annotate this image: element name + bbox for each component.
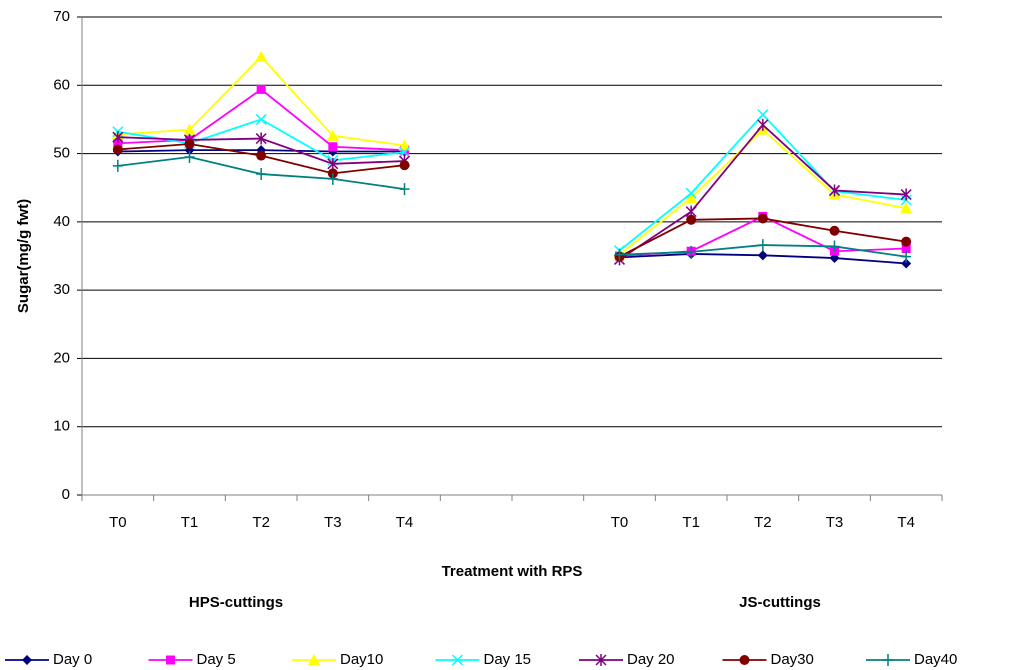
- group-label: HPS-cuttings: [189, 594, 283, 611]
- y-tick-label: 60: [53, 76, 70, 93]
- y-tick-label: 40: [53, 213, 70, 230]
- x-tick-label: T0: [611, 514, 629, 531]
- x-tick-label: T4: [897, 514, 915, 531]
- legend-marker: [308, 654, 320, 665]
- legend-label: Day30: [771, 651, 814, 668]
- series-line: [117, 113, 907, 252]
- point: [112, 159, 123, 172]
- series-line: [117, 143, 907, 258]
- series-line: [117, 55, 907, 256]
- group-label: JS-cuttings: [739, 594, 821, 611]
- series-line: [117, 88, 907, 257]
- point: [112, 144, 123, 155]
- point: [184, 150, 195, 163]
- point: [686, 245, 697, 258]
- point: [255, 113, 267, 125]
- point: [829, 253, 840, 264]
- legend-label: Day40: [914, 651, 957, 668]
- point: [757, 118, 769, 131]
- legend-label: Day 5: [197, 651, 236, 668]
- legend-marker: [595, 654, 607, 666]
- point: [757, 250, 768, 261]
- point: [757, 239, 768, 252]
- x-tick-label: T3: [826, 514, 844, 531]
- series-line: [117, 156, 907, 258]
- legend-label: Day10: [340, 651, 383, 668]
- point: [398, 139, 411, 151]
- y-tick-label: 50: [53, 145, 70, 162]
- point: [255, 50, 268, 62]
- point: [112, 131, 124, 144]
- point: [398, 146, 411, 158]
- x-tick-label: T1: [181, 514, 199, 531]
- legend-label: Day 15: [484, 651, 532, 668]
- point: [757, 109, 769, 121]
- point: [828, 184, 841, 197]
- point: [829, 225, 840, 236]
- point: [901, 243, 911, 253]
- x-tick-label: T0: [109, 514, 127, 531]
- y-tick-label: 20: [53, 349, 70, 366]
- point: [901, 250, 912, 263]
- y-tick-label: 70: [53, 8, 70, 25]
- point: [326, 129, 339, 141]
- x-tick-label: T4: [396, 514, 414, 531]
- legend-marker: [22, 655, 32, 665]
- point: [829, 240, 840, 253]
- point: [900, 188, 912, 201]
- point: [256, 150, 267, 161]
- point: [327, 157, 339, 170]
- point: [685, 191, 698, 203]
- legend-label: Day 20: [627, 651, 675, 668]
- point: [256, 84, 266, 94]
- point: [757, 213, 768, 224]
- y-tick-label: 10: [53, 418, 70, 435]
- point: [685, 187, 697, 199]
- point: [901, 236, 912, 247]
- point: [255, 132, 267, 145]
- x-axis-title: Treatment with RPS: [442, 563, 583, 580]
- point: [614, 248, 625, 261]
- y-axis-title: Sugar(mg/g fwt): [15, 199, 32, 313]
- y-tick-label: 0: [62, 486, 70, 503]
- point: [256, 168, 267, 181]
- point: [327, 172, 338, 185]
- legend-marker: [166, 655, 175, 665]
- point: [900, 202, 913, 214]
- point: [184, 139, 195, 150]
- point: [328, 142, 338, 152]
- point: [399, 160, 410, 171]
- point: [183, 123, 196, 135]
- legend-marker: [883, 654, 893, 666]
- point: [901, 258, 912, 269]
- point: [686, 214, 697, 225]
- legend-label: Day 0: [53, 651, 92, 668]
- y-tick-label: 30: [53, 281, 70, 298]
- x-tick-label: T3: [324, 514, 342, 531]
- series-line: [117, 123, 907, 261]
- legend-marker: [739, 655, 750, 665]
- point: [399, 183, 410, 196]
- x-tick-label: T1: [682, 514, 700, 531]
- point: [113, 138, 123, 148]
- legend-marker: [451, 654, 464, 666]
- x-tick-label: T2: [252, 514, 270, 531]
- x-tick-label: T2: [754, 514, 772, 531]
